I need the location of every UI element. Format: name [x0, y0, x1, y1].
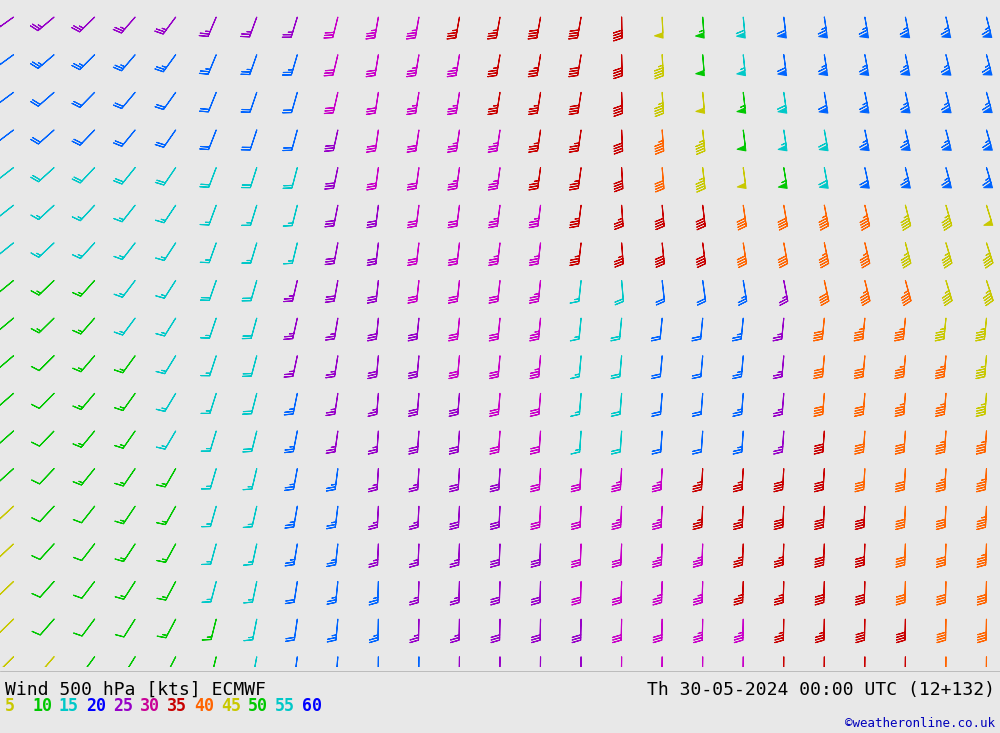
- Text: 40: 40: [194, 697, 214, 715]
- Text: 60: 60: [302, 697, 322, 715]
- Text: 25: 25: [113, 697, 133, 715]
- Text: 45: 45: [221, 697, 241, 715]
- Text: 50: 50: [248, 697, 268, 715]
- Text: ©weatheronline.co.uk: ©weatheronline.co.uk: [845, 717, 995, 730]
- Text: 5: 5: [5, 697, 15, 715]
- Text: 15: 15: [59, 697, 79, 715]
- Text: Wind 500 hPa [kts] ECMWF: Wind 500 hPa [kts] ECMWF: [5, 681, 266, 699]
- Text: 20: 20: [86, 697, 106, 715]
- Text: Th 30-05-2024 00:00 UTC (12+132): Th 30-05-2024 00:00 UTC (12+132): [647, 681, 995, 699]
- Text: 35: 35: [167, 697, 187, 715]
- Text: 30: 30: [140, 697, 160, 715]
- Text: 55: 55: [275, 697, 295, 715]
- Text: 10: 10: [32, 697, 52, 715]
